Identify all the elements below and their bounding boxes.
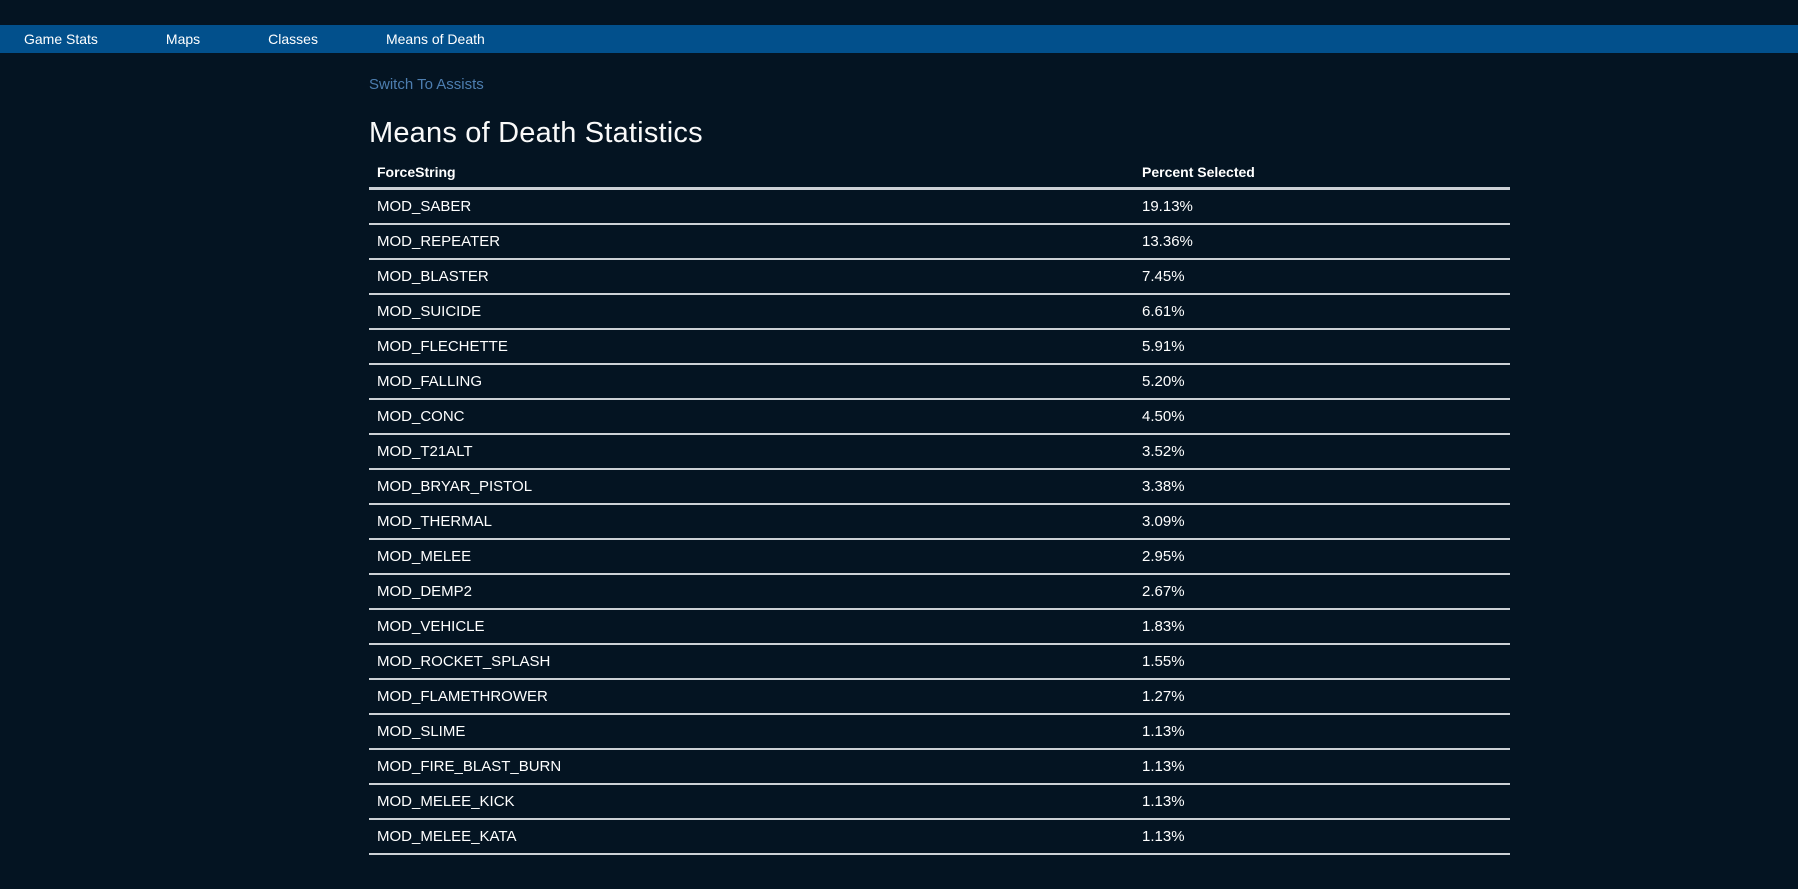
nav-item-classes[interactable]: Classes bbox=[268, 31, 318, 47]
cell-forcestring: MOD_FIRE_BLAST_BURN bbox=[369, 748, 1134, 785]
page-title: Means of Death Statistics bbox=[369, 117, 703, 149]
table-row: MOD_MELEE_KATA 1.13% bbox=[369, 818, 1510, 855]
table-row: MOD_FLAMETHROWER 1.27% bbox=[369, 678, 1510, 715]
cell-percent-selected: 1.13% bbox=[1134, 748, 1510, 785]
table-row: MOD_MELEE_KICK 1.13% bbox=[369, 783, 1510, 820]
cell-percent-selected: 6.61% bbox=[1134, 293, 1510, 330]
cell-forcestring: MOD_SUICIDE bbox=[369, 293, 1134, 330]
navbar: Game Stats Maps Classes Means of Death bbox=[0, 25, 1798, 53]
table-row: MOD_SABER 19.13% bbox=[369, 188, 1510, 225]
cell-percent-selected: 13.36% bbox=[1134, 223, 1510, 260]
cell-percent-selected: 1.83% bbox=[1134, 608, 1510, 645]
table-row: MOD_SUICIDE 6.61% bbox=[369, 293, 1510, 330]
cell-percent-selected: 7.45% bbox=[1134, 258, 1510, 295]
main-content: Switch To Assists Means of Death Statist… bbox=[369, 53, 1510, 855]
cell-percent-selected: 1.55% bbox=[1134, 643, 1510, 680]
table-row: MOD_MELEE 2.95% bbox=[369, 538, 1510, 575]
cell-forcestring: MOD_T21ALT bbox=[369, 433, 1134, 470]
cell-forcestring: MOD_FALLING bbox=[369, 363, 1134, 400]
table-row: MOD_FLECHETTE 5.91% bbox=[369, 328, 1510, 365]
cell-forcestring: MOD_MELEE bbox=[369, 538, 1134, 575]
table-row: MOD_BRYAR_PISTOL 3.38% bbox=[369, 468, 1510, 505]
cell-percent-selected: 4.50% bbox=[1134, 398, 1510, 435]
cell-percent-selected: 1.13% bbox=[1134, 713, 1510, 750]
table-row: MOD_FALLING 5.20% bbox=[369, 363, 1510, 400]
table-row: MOD_ROCKET_SPLASH 1.55% bbox=[369, 643, 1510, 680]
switch-to-assists-link[interactable]: Switch To Assists bbox=[369, 76, 484, 93]
cell-forcestring: MOD_DEMP2 bbox=[369, 573, 1134, 610]
table-row: MOD_SLIME 1.13% bbox=[369, 713, 1510, 750]
cell-percent-selected: 19.13% bbox=[1134, 188, 1510, 225]
cell-forcestring: MOD_ROCKET_SPLASH bbox=[369, 643, 1134, 680]
cell-percent-selected: 2.67% bbox=[1134, 573, 1510, 610]
cell-percent-selected: 5.20% bbox=[1134, 363, 1510, 400]
nav-item-maps[interactable]: Maps bbox=[165, 31, 201, 47]
table-row: MOD_DEMP2 2.67% bbox=[369, 573, 1510, 610]
cell-forcestring: MOD_REPEATER bbox=[369, 223, 1134, 260]
cell-percent-selected: 2.95% bbox=[1134, 538, 1510, 575]
table-row: MOD_CONC 4.50% bbox=[369, 398, 1510, 435]
stats-table-header: ForceString Percent Selected bbox=[369, 160, 1510, 190]
nav-item-means-of-death[interactable]: Means of Death bbox=[385, 31, 485, 47]
table-row: MOD_THERMAL 3.09% bbox=[369, 503, 1510, 540]
cell-percent-selected: 5.91% bbox=[1134, 328, 1510, 365]
cell-forcestring: MOD_VEHICLE bbox=[369, 608, 1134, 645]
header-row: ForceString Percent Selected bbox=[369, 160, 1510, 190]
cell-percent-selected: 1.13% bbox=[1134, 783, 1510, 820]
nav-item-game-stats[interactable]: Game Stats bbox=[24, 31, 98, 47]
column-header-forcestring: ForceString bbox=[369, 160, 1134, 190]
cell-percent-selected: 1.27% bbox=[1134, 678, 1510, 715]
cell-forcestring: MOD_FLECHETTE bbox=[369, 328, 1134, 365]
table-row: MOD_BLASTER 7.45% bbox=[369, 258, 1510, 295]
cell-forcestring: MOD_SLIME bbox=[369, 713, 1134, 750]
cell-forcestring: MOD_SABER bbox=[369, 188, 1134, 225]
cell-forcestring: MOD_MELEE_KICK bbox=[369, 783, 1134, 820]
cell-forcestring: MOD_THERMAL bbox=[369, 503, 1134, 540]
cell-forcestring: MOD_MELEE_KATA bbox=[369, 818, 1134, 855]
cell-percent-selected: 3.38% bbox=[1134, 468, 1510, 505]
table-row: MOD_T21ALT 3.52% bbox=[369, 433, 1510, 470]
cell-percent-selected: 3.09% bbox=[1134, 503, 1510, 540]
stats-table-body: MOD_SABER 19.13% MOD_REPEATER 13.36% MOD… bbox=[369, 188, 1510, 855]
cell-forcestring: MOD_FLAMETHROWER bbox=[369, 678, 1134, 715]
cell-forcestring: MOD_BRYAR_PISTOL bbox=[369, 468, 1134, 505]
cell-percent-selected: 1.13% bbox=[1134, 818, 1510, 855]
column-header-percent-selected: Percent Selected bbox=[1134, 160, 1510, 190]
table-row: MOD_REPEATER 13.36% bbox=[369, 223, 1510, 260]
cell-forcestring: MOD_CONC bbox=[369, 398, 1134, 435]
cell-forcestring: MOD_BLASTER bbox=[369, 258, 1134, 295]
cell-percent-selected: 3.52% bbox=[1134, 433, 1510, 470]
stats-table: ForceString Percent Selected MOD_SABER 1… bbox=[369, 160, 1510, 855]
table-row: MOD_FIRE_BLAST_BURN 1.13% bbox=[369, 748, 1510, 785]
table-row: MOD_VEHICLE 1.83% bbox=[369, 608, 1510, 645]
